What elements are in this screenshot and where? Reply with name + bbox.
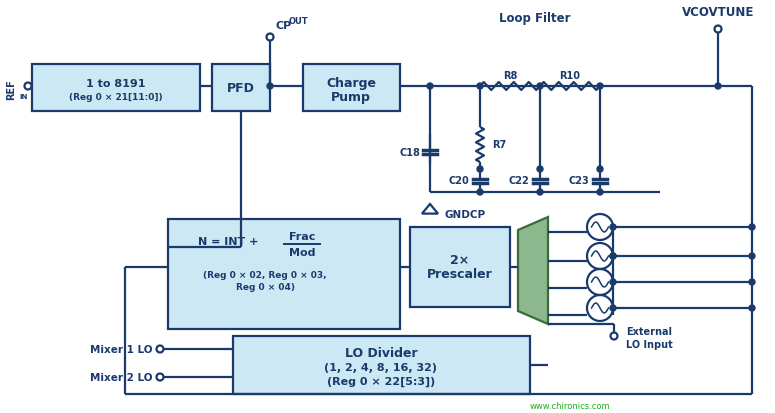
Text: (1, 2, 4, 8, 16, 32): (1, 2, 4, 8, 16, 32) bbox=[325, 362, 438, 372]
Text: LO Divider: LO Divider bbox=[345, 347, 417, 360]
Text: IN: IN bbox=[19, 94, 27, 100]
Circle shape bbox=[537, 190, 543, 195]
Circle shape bbox=[537, 166, 543, 173]
Circle shape bbox=[267, 84, 273, 90]
FancyBboxPatch shape bbox=[212, 65, 270, 112]
Circle shape bbox=[477, 84, 483, 90]
Circle shape bbox=[157, 346, 164, 353]
Text: Mixer 2 LO: Mixer 2 LO bbox=[89, 372, 152, 382]
FancyBboxPatch shape bbox=[303, 65, 400, 112]
Text: C23: C23 bbox=[568, 176, 589, 185]
Circle shape bbox=[610, 305, 616, 311]
FancyBboxPatch shape bbox=[32, 65, 200, 112]
FancyBboxPatch shape bbox=[410, 228, 510, 307]
Text: C18: C18 bbox=[399, 147, 420, 158]
Text: (Reg 0 × 21[11:0]): (Reg 0 × 21[11:0]) bbox=[69, 92, 163, 101]
Circle shape bbox=[267, 34, 274, 41]
Circle shape bbox=[749, 305, 755, 311]
Text: REF: REF bbox=[6, 79, 16, 100]
Text: R10: R10 bbox=[560, 71, 580, 81]
Circle shape bbox=[610, 224, 616, 230]
Text: 2×: 2× bbox=[450, 254, 470, 267]
Text: VCOVTUNE: VCOVTUNE bbox=[682, 5, 754, 19]
Text: Prescaler: Prescaler bbox=[427, 268, 493, 281]
Text: PFD: PFD bbox=[227, 81, 255, 94]
Circle shape bbox=[610, 254, 616, 259]
Text: Mixer 1 LO: Mixer 1 LO bbox=[89, 344, 152, 354]
Text: Mod: Mod bbox=[289, 247, 315, 257]
Text: Charge: Charge bbox=[326, 76, 376, 89]
FancyBboxPatch shape bbox=[233, 336, 530, 394]
Circle shape bbox=[749, 254, 755, 259]
Text: OUT: OUT bbox=[289, 17, 308, 26]
Circle shape bbox=[427, 84, 433, 90]
Text: LO Input: LO Input bbox=[626, 339, 673, 349]
Circle shape bbox=[25, 83, 32, 90]
Circle shape bbox=[715, 84, 721, 90]
Circle shape bbox=[715, 26, 722, 33]
Circle shape bbox=[597, 84, 603, 90]
Text: R7: R7 bbox=[492, 140, 506, 150]
Circle shape bbox=[611, 333, 618, 339]
Text: C20: C20 bbox=[448, 176, 469, 185]
Text: 1 to 8191: 1 to 8191 bbox=[86, 79, 146, 89]
Circle shape bbox=[477, 166, 483, 173]
Text: Frac: Frac bbox=[289, 231, 315, 242]
Circle shape bbox=[597, 190, 603, 195]
Text: (Reg 0 × 02, Reg 0 × 03,: (Reg 0 × 02, Reg 0 × 03, bbox=[203, 270, 327, 279]
Circle shape bbox=[610, 254, 616, 259]
Text: C22: C22 bbox=[508, 176, 529, 185]
Text: N = INT +: N = INT + bbox=[198, 236, 262, 247]
Text: R8: R8 bbox=[503, 71, 517, 81]
Circle shape bbox=[157, 374, 164, 380]
Polygon shape bbox=[518, 218, 548, 324]
Circle shape bbox=[477, 190, 483, 195]
Text: Loop Filter: Loop Filter bbox=[499, 12, 570, 24]
Text: Pump: Pump bbox=[331, 90, 371, 103]
FancyBboxPatch shape bbox=[168, 219, 400, 329]
Text: Reg 0 × 04): Reg 0 × 04) bbox=[236, 282, 294, 291]
Circle shape bbox=[610, 279, 616, 285]
Circle shape bbox=[597, 166, 603, 173]
Text: (Reg 0 × 22[5:3]): (Reg 0 × 22[5:3]) bbox=[327, 376, 435, 386]
Text: GNDCP: GNDCP bbox=[445, 209, 486, 219]
Circle shape bbox=[537, 84, 543, 90]
Circle shape bbox=[749, 279, 755, 285]
Text: External: External bbox=[626, 326, 672, 336]
Text: www.chironics.com: www.chironics.com bbox=[530, 401, 611, 411]
Text: CP: CP bbox=[275, 21, 291, 31]
Circle shape bbox=[749, 224, 755, 230]
